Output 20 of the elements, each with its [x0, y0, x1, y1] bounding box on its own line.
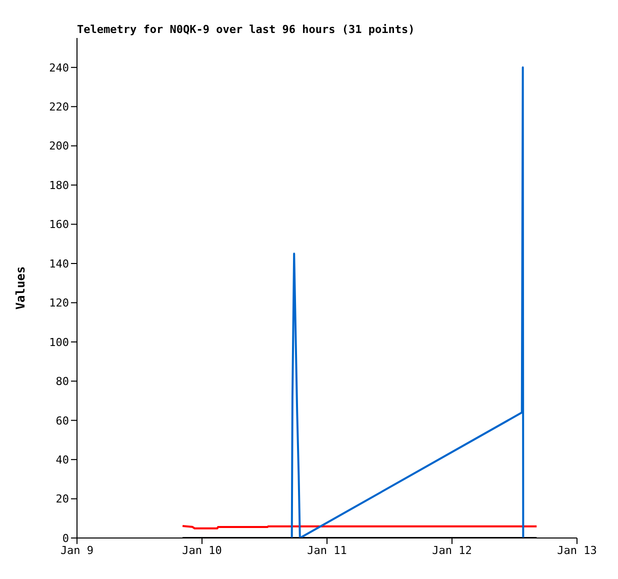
y-tick-label: 60	[56, 414, 69, 428]
y-tick-label: 160	[49, 218, 69, 232]
x-tick-label: Jan 11	[307, 544, 347, 557]
y-tick-label: 40	[56, 453, 69, 466]
chart-title: Telemetry for N0QK-9 over last 96 hours (31 points)	[77, 23, 415, 36]
y-tick-label: 20	[56, 492, 69, 506]
y-tick-label: 120	[49, 296, 69, 310]
x-tick-label: Jan 12	[432, 544, 472, 557]
y-axis-title: Values	[13, 266, 28, 310]
x-tick-label: Jan 10	[182, 544, 222, 557]
y-tick-label: 200	[49, 140, 69, 153]
y-tick-label: 180	[49, 178, 69, 192]
x-tick-label: Jan 9	[60, 544, 94, 557]
y-tick-label: 140	[49, 257, 69, 270]
y-tick-label: 240	[49, 61, 69, 74]
y-tick-label: 220	[49, 100, 69, 114]
y-tick-label: 80	[56, 375, 69, 388]
y-tick-label: 100	[49, 336, 69, 349]
x-tick-label: Jan 13	[557, 544, 597, 557]
y-tick-label: 0	[62, 532, 69, 545]
